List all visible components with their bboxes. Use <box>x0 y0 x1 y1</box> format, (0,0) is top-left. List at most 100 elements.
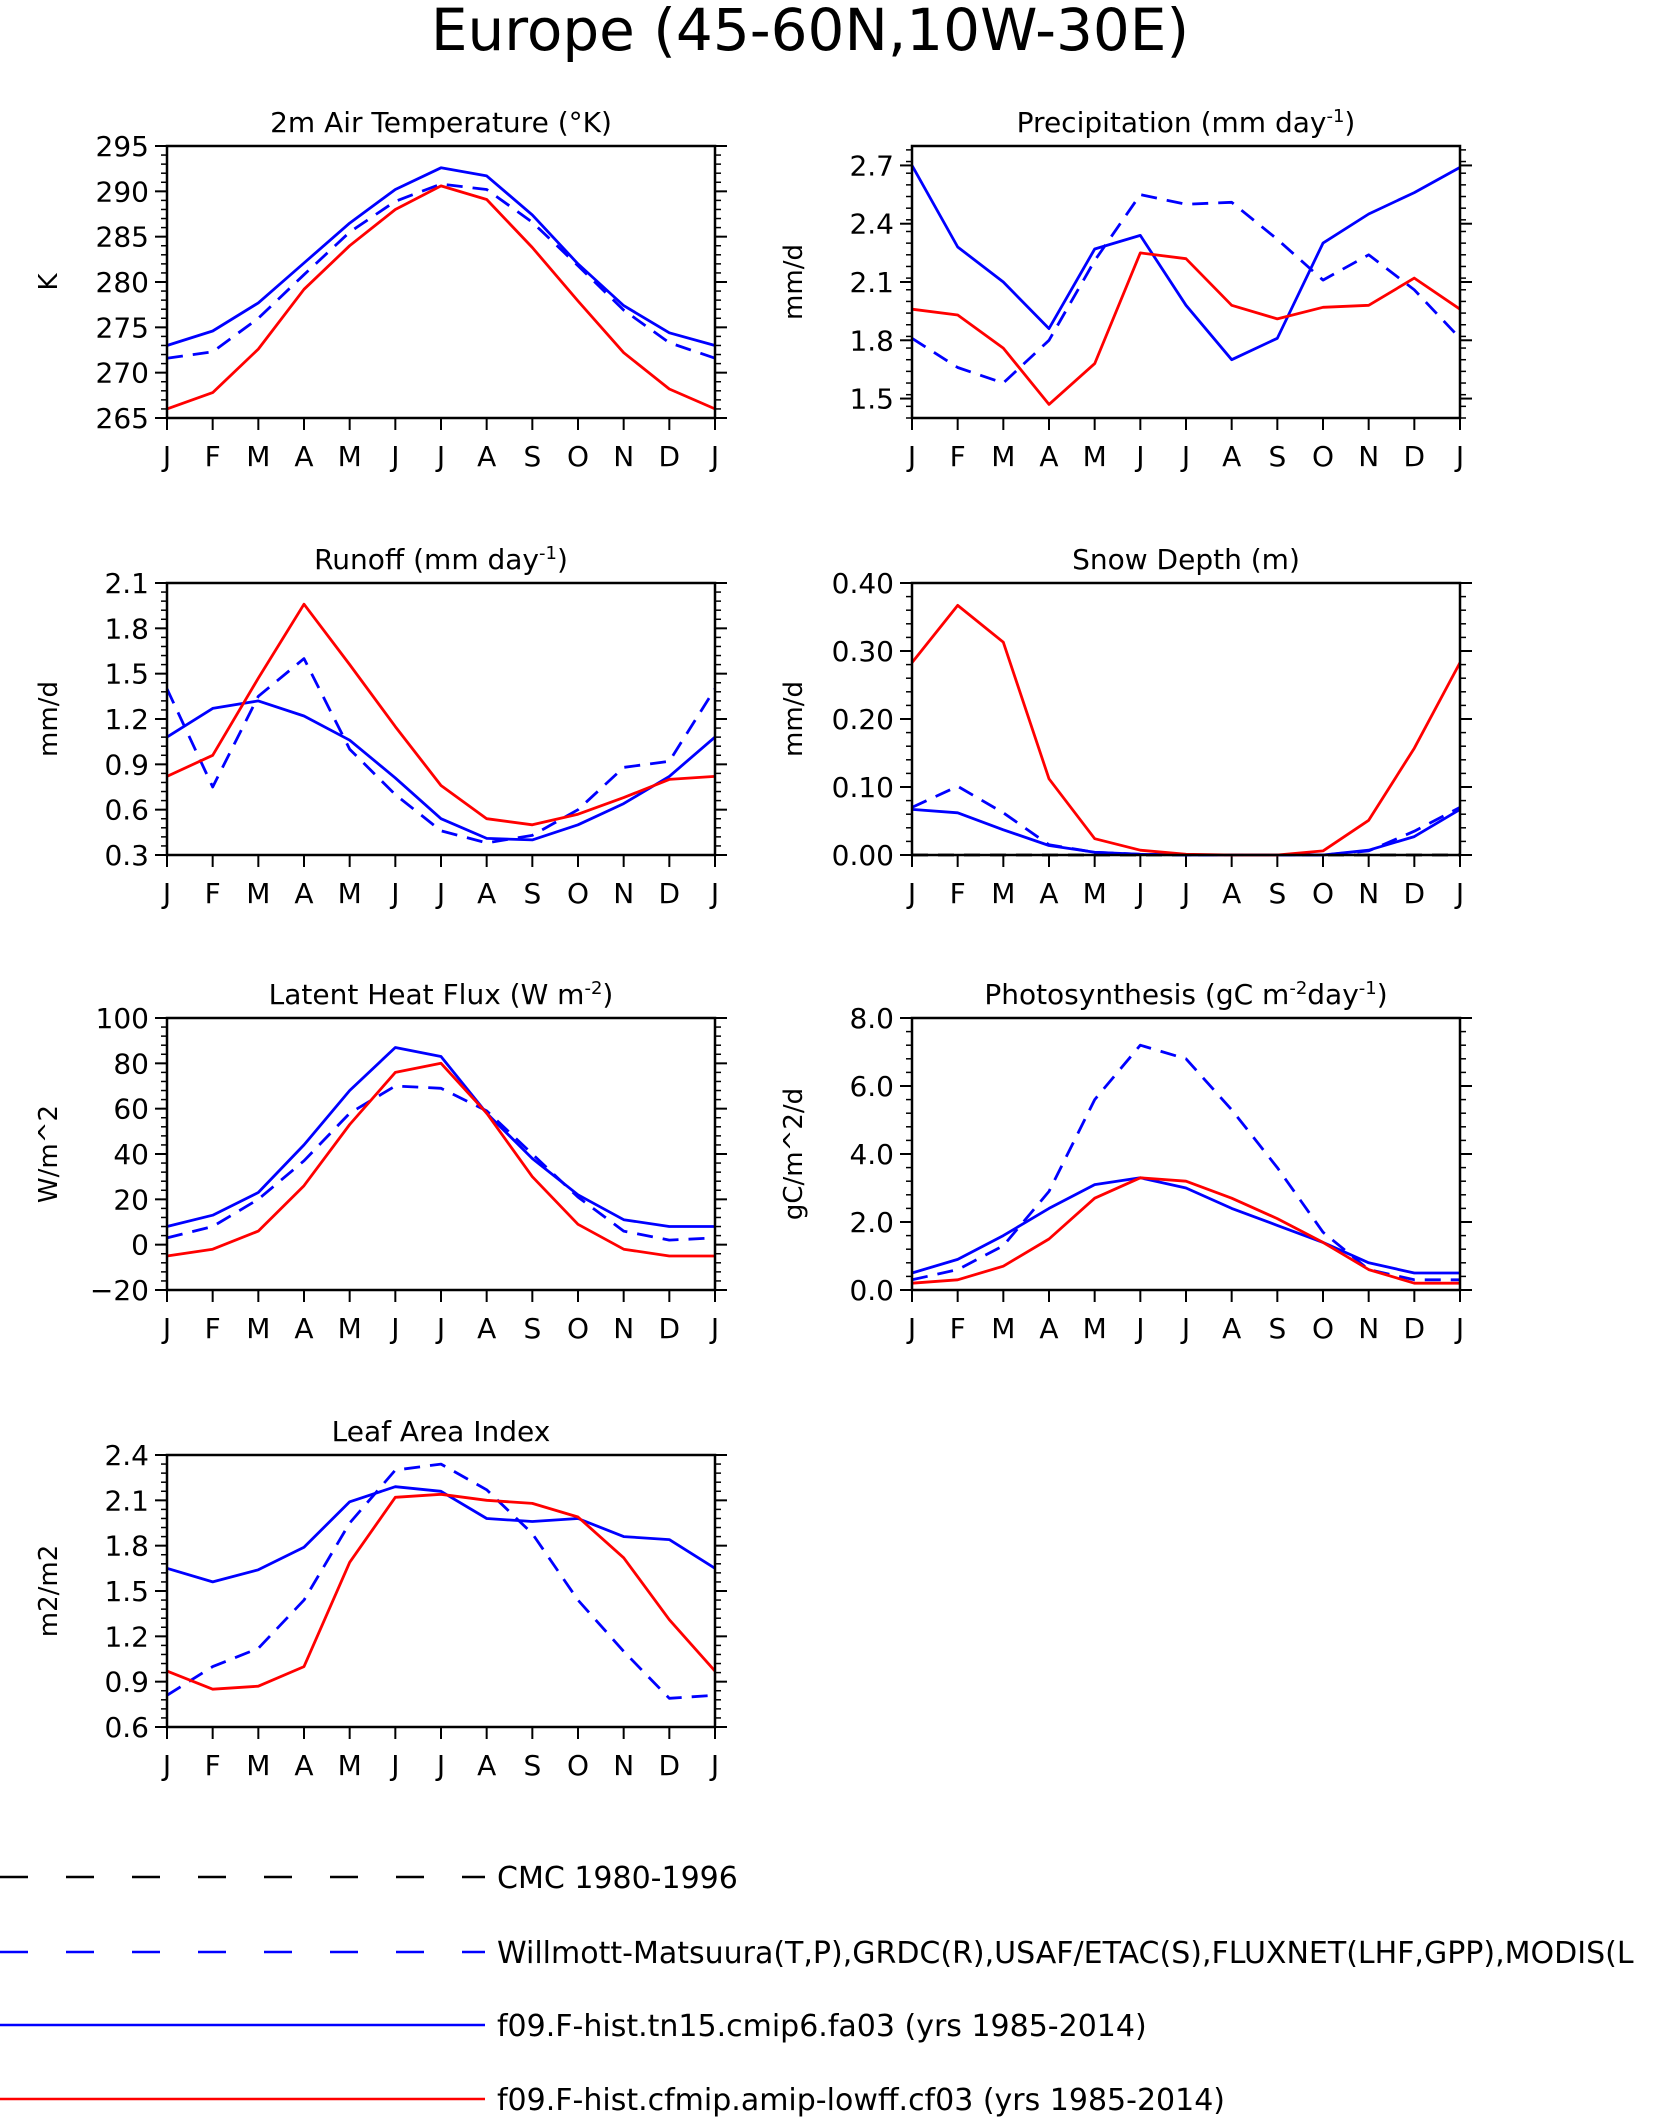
x-tick-label: M <box>1083 1312 1107 1345</box>
chart-panel-runoff: Runoff (mm day-1) mm/d 0.3 0.6 0.9 1.2 1.5 1.8 2… <box>34 543 727 910</box>
x-tick-label: J <box>709 1749 719 1782</box>
x-tick-label: M <box>246 1749 270 1782</box>
x-tick-label: D <box>659 1312 681 1345</box>
series-line-1 <box>911 1176 1460 1275</box>
chart-title-part: Photosynthesis (gC m <box>984 978 1289 1011</box>
chart-title-part: day <box>1307 978 1359 1011</box>
x-tick-label: D <box>659 877 681 910</box>
plot-frame <box>165 1453 717 1729</box>
x-tick-label: D <box>1404 1312 1426 1345</box>
chart-title-sup: -1 <box>1359 978 1377 999</box>
x-tick-label: J <box>906 1312 916 1345</box>
x-tick-label: J <box>709 1312 719 1345</box>
x-tick-label: O <box>567 1749 589 1782</box>
x-tick-label: N <box>1358 1312 1379 1345</box>
y-tick-label: 1.8 <box>849 324 894 357</box>
chart-title-part: Precipitation (mm day <box>1017 106 1327 139</box>
y-tick-label: 0.9 <box>104 748 149 781</box>
series-line-2 <box>911 1176 1460 1285</box>
x-tick-label: F <box>950 1312 966 1345</box>
series-line-2 <box>166 1492 717 1691</box>
chart-title: Snow Depth (m) <box>1072 543 1300 576</box>
x-tick-label: F <box>950 440 966 473</box>
x-tick-label: D <box>1404 877 1426 910</box>
y-tick-label: 80 <box>113 1047 149 1080</box>
x-tick-label: M <box>991 877 1015 910</box>
x-tick-label: S <box>1268 1312 1286 1345</box>
x-tick-label: S <box>523 877 541 910</box>
x-tick-label: M <box>246 440 270 473</box>
series-line-1 <box>166 1485 716 1584</box>
y-tick-label: 2.1 <box>104 1484 149 1517</box>
y-tick-label: 295 <box>96 130 149 163</box>
x-tick-label: J <box>161 1312 171 1345</box>
series-line-3 <box>910 604 1462 857</box>
x-tick-label: A <box>294 877 313 910</box>
x-tick-label: J <box>1134 1312 1144 1345</box>
x-tick-label: D <box>659 1749 681 1782</box>
y-tick-label: 0.3 <box>104 839 149 872</box>
y-tick-label: 0.30 <box>832 635 894 668</box>
plot-frame <box>910 581 1462 857</box>
x-tick-label: O <box>567 877 589 910</box>
x-tick-label: O <box>567 440 589 473</box>
x-tick-label: J <box>1180 440 1190 473</box>
y-tick-label: 2.4 <box>104 1439 149 1472</box>
x-tick-label: S <box>1268 877 1286 910</box>
x-tick-label: F <box>205 440 221 473</box>
x-tick-label: A <box>1222 877 1241 910</box>
x-tick-label: J <box>389 440 399 473</box>
x-tick-label: N <box>613 877 634 910</box>
y-tick-label: 0.10 <box>832 771 894 804</box>
x-tick-label: A <box>294 1749 313 1782</box>
x-tick-label: A <box>294 440 313 473</box>
chart-panel-lai: Leaf Area Index m2/m2 0.6 0.9 1.2 1.5 1.8 2.1 2.… <box>34 1415 727 1782</box>
series-line-1 <box>166 699 716 842</box>
y-tick-label: 0.40 <box>832 567 894 600</box>
x-tick-label: D <box>1404 440 1426 473</box>
series-line-1 <box>166 1046 715 1228</box>
chart-panel-temp: 2m Air Temperature (°K) K 265 270 275 280 285 2… <box>34 106 727 473</box>
chart-title-part: ) <box>1344 106 1355 139</box>
series-line-2 <box>911 808 1461 857</box>
y-tick-label: 0.0 <box>849 1274 894 1307</box>
series-line-0 <box>166 1462 716 1700</box>
x-tick-label: J <box>709 877 719 910</box>
x-tick-label: J <box>1134 877 1144 910</box>
x-tick-label: J <box>1454 1312 1464 1345</box>
x-tick-label: M <box>991 1312 1015 1345</box>
x-tick-label: J <box>1180 1312 1190 1345</box>
chart-title-sup: -1 <box>1326 106 1344 127</box>
chart-title-part: Leaf Area Index <box>332 1415 551 1448</box>
y-tick-label: 290 <box>96 175 149 208</box>
y-tick-label: 2.1 <box>849 266 894 299</box>
chart-title-sup: -2 <box>1289 978 1307 999</box>
x-tick-label: M <box>338 440 362 473</box>
series-line-2 <box>166 1061 715 1258</box>
chart-title: Runoff (mm day-1) <box>314 543 568 577</box>
y-tick-label: 2.7 <box>849 149 894 182</box>
y-axis-label: m2/m2 <box>34 1545 64 1638</box>
y-tick-label: 100 <box>96 1002 149 1035</box>
x-tick-label: J <box>161 440 171 473</box>
legend: CMC 1980-1996 Willmott-Matsuura(T,P),GRDC… <box>0 1861 1634 2118</box>
plot-frame <box>165 1016 717 1292</box>
y-tick-label: 0.9 <box>104 1666 149 1699</box>
x-tick-label: J <box>709 440 719 473</box>
y-tick-label: 0.00 <box>832 839 894 872</box>
y-tick-label: 20 <box>113 1183 149 1216</box>
y-tick-label: −20 <box>90 1274 149 1307</box>
chart-title: 2m Air Temperature (°K) <box>270 106 612 139</box>
y-tick-label: 1.8 <box>104 1530 149 1563</box>
x-tick-label: D <box>659 440 681 473</box>
chart-title-part: ) <box>557 543 568 576</box>
plot-frame <box>910 144 1462 420</box>
chart-title-part: ) <box>602 978 613 1011</box>
y-axis-label: K <box>34 273 64 291</box>
chart-title-part: Snow Depth (m) <box>1072 543 1300 576</box>
x-tick-label: A <box>1039 1312 1058 1345</box>
x-tick-label: J <box>1134 440 1144 473</box>
legend-label-2: f09.F-hist.tn15.cmip6.fa03 (yrs 1985-201… <box>497 2009 1147 2044</box>
x-tick-label: A <box>477 1312 496 1345</box>
x-tick-label: J <box>1454 440 1464 473</box>
